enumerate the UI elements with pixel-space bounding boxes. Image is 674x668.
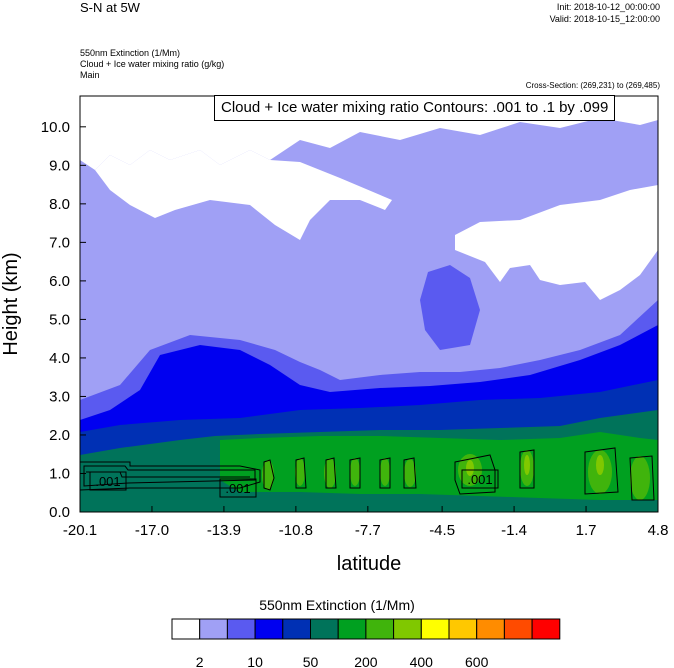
cell-5 — [380, 458, 390, 486]
cell-3 — [324, 458, 336, 488]
y-tick-label: 8.0 — [49, 196, 70, 213]
contour-mid — [454, 454, 496, 495]
colorbar-swatch — [420, 618, 450, 640]
contour-inner — [83, 465, 256, 487]
contour-label-box — [89, 471, 127, 491]
y-tick-label: 6.0 — [49, 273, 70, 290]
cell-1 — [262, 460, 274, 490]
colorbar-swatch — [476, 618, 505, 640]
y-tick-label: 5.0 — [49, 311, 70, 328]
y-tick-label: 9.0 — [49, 157, 70, 174]
colorbar-swatch — [337, 618, 367, 640]
x-tick-label: -13.9 — [207, 522, 241, 539]
x-tick-label: -17.0 — [135, 522, 169, 539]
y-tick-label: 7.0 — [49, 234, 70, 251]
colorbar-label: 2 — [196, 654, 204, 668]
colorbar-swatch — [503, 618, 533, 640]
colorbar-layer: 2 10 50 200 400 600 — [171, 618, 561, 668]
cross-section-label: Cross-Section: (269,231) to (269,485) — [525, 81, 660, 90]
colorbar-swatch — [254, 618, 284, 640]
colorbar-label: 600 — [465, 654, 489, 668]
mixing-ratio-contours — [80, 447, 655, 501]
colorbar-label: 400 — [410, 654, 434, 668]
field-level-2-mid — [80, 150, 392, 240]
contour-label: .001 — [467, 472, 492, 487]
colorbar-swatch — [282, 618, 311, 640]
colorbar-label: 50 — [303, 654, 319, 668]
colorbar-swatch — [448, 618, 478, 640]
colorbar-swatch — [199, 618, 228, 640]
valid-time: Valid: 2018-10-15_12:00:00 — [549, 14, 660, 24]
plot-title: S-N at 5W — [80, 0, 140, 15]
field-level-2-right — [455, 185, 658, 300]
x-axis-label: latitude — [337, 553, 402, 575]
x-tick-label: -10.8 — [279, 522, 313, 539]
x-tick-label: 1.7 — [576, 522, 597, 539]
x-tick-label: -1.4 — [501, 522, 527, 539]
x-tick-label: -20.1 — [63, 522, 97, 539]
colorbar-swatch — [365, 618, 395, 640]
colorbar-swatch — [393, 618, 422, 640]
contour-label-box — [461, 469, 499, 489]
y-tick-label: 4.0 — [49, 350, 70, 367]
colorbar-swatch — [226, 618, 256, 640]
field-mixing-ratio: Cloud + Ice water mixing ratio (g/kg) — [80, 59, 225, 69]
y-axis-label: Height (km) — [0, 252, 22, 355]
x-tick-label: -4.5 — [429, 522, 455, 539]
contour-label-layer: .001 .001 .001 — [89, 469, 499, 498]
init-time: Init: 2018-10-12_00:00:00 — [556, 2, 660, 12]
y-tick-label: 1.0 — [49, 465, 70, 482]
contour-label-box — [219, 478, 257, 498]
field-domain: Main — [80, 70, 100, 80]
contour-cells — [263, 447, 655, 501]
y-tick-label: 3.0 — [49, 388, 70, 405]
contour-label: .001 — [95, 474, 120, 489]
cell-6 — [404, 459, 416, 487]
field-description: 550nm Extinction (1/Mm) Cloud + Ice wate… — [80, 48, 224, 81]
colorbar-swatch — [171, 618, 201, 640]
y-tick-label: 10.0 — [41, 119, 70, 136]
contour-label: .001 — [225, 481, 250, 496]
cell-4 — [350, 458, 360, 486]
core-1 — [524, 455, 530, 475]
core-3 — [466, 460, 474, 476]
timestamp-block: Init: 2018-10-12_00:00:00 Valid: 2018-10… — [550, 1, 660, 25]
colorbar-swatch — [531, 618, 561, 640]
field-extinction: 550nm Extinction (1/Mm) — [80, 48, 181, 58]
y-tick-label: 0.0 — [49, 504, 70, 521]
contour-outer — [80, 461, 261, 491]
contour-info-box: Cloud + Ice water mixing ratio Contours:… — [214, 95, 616, 121]
colorbar-swatch — [310, 618, 339, 640]
x-tick-label: 4.8 — [648, 522, 669, 539]
cell-10 — [630, 456, 650, 500]
extinction-field — [80, 96, 658, 512]
colorbar-label: 10 — [247, 654, 263, 668]
colorbar-title: 550nm Extinction (1/Mm) — [259, 597, 415, 613]
axis-layer: -20.1 -17.0 -13.9 -10.8 -7.7 -4.5 -1.4 1.7 4.8 0.… — [0, 119, 668, 575]
cell-2 — [295, 458, 305, 486]
field-level-50-patch — [420, 265, 480, 350]
colorbar-label: 200 — [354, 654, 378, 668]
core-2 — [596, 455, 604, 475]
field-level-yellowgreen-cells — [466, 455, 604, 476]
x-tick-label: -7.7 — [355, 522, 381, 539]
y-tick-label: 2.0 — [49, 427, 70, 444]
